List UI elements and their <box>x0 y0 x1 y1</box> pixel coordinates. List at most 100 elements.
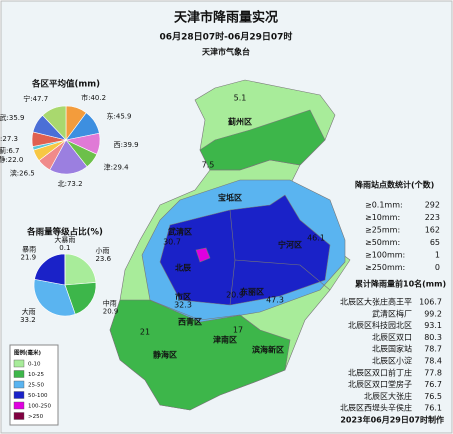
stats-value: 223 <box>425 213 440 222</box>
pie-value: 23.6 <box>95 255 111 263</box>
footer: 2023年06月29日07时制作 <box>340 415 444 425</box>
district-label: 宁河区 <box>278 240 302 250</box>
station-value: 17 <box>233 326 243 335</box>
pie-label: 津:29.4 <box>104 163 129 171</box>
pie-value: 33.2 <box>20 316 36 324</box>
pie-label: 大雨 <box>22 307 36 316</box>
top10-value: 80.3 <box>424 333 442 342</box>
title: 天津市降雨量实况 <box>174 10 278 26</box>
pie-label: 东:45.9 <box>107 111 132 120</box>
stats-value: 162 <box>425 226 440 235</box>
pie-value: 20.9 <box>103 307 119 315</box>
top10-name: 北辰区双口 <box>372 333 412 342</box>
top10-value: 93.1 <box>424 321 442 330</box>
legend-swatch <box>13 370 25 378</box>
pie-label: 武:35.9 <box>0 113 24 122</box>
stats-value: 292 <box>425 201 440 210</box>
pie-label: 宝:27.3 <box>0 134 18 143</box>
pie-value: 0.1 <box>59 244 70 252</box>
top10-name: 北辰区大张庄高王平 <box>340 297 412 307</box>
legend-swatch <box>13 412 25 420</box>
district-label: 静海区 <box>153 350 177 360</box>
district-label: 市区 <box>175 292 191 302</box>
pie-title: 各雨量等级占比(%) <box>26 227 103 238</box>
stats-title: 降雨站点数统计(个数) <box>355 180 434 190</box>
legend-label: 10-25 <box>28 372 44 378</box>
top10-value: 99.2 <box>424 309 442 318</box>
station-value: 30.7 <box>163 238 181 247</box>
map <box>109 79 351 411</box>
top10-value: 106.7 <box>419 298 442 307</box>
pie-label: 小雨 <box>95 246 109 255</box>
pie-label: 宁:47.7 <box>23 94 48 103</box>
pie-value: 21.9 <box>21 254 37 262</box>
stats-value: 65 <box>430 238 440 247</box>
top10-value: 76.7 <box>424 380 442 389</box>
district-label: 东丽区 <box>240 287 264 297</box>
top10-name: 北辰国家站 <box>372 344 412 354</box>
pie-label: 蓟:6.7 <box>0 146 19 155</box>
top10-value: 77.8 <box>424 368 442 377</box>
pie-slice <box>34 253 66 286</box>
station-value: 20.9 <box>226 291 244 300</box>
source: 天津市气象台 <box>202 47 250 57</box>
station-value: 5.1 <box>234 94 247 103</box>
pie-slice <box>42 105 67 141</box>
top10-name: 北辰区双口堂房子 <box>348 379 412 389</box>
top10-name: 北辰区西堤头辛侯庄 <box>340 403 412 413</box>
stats-label: ≥25mm: <box>365 226 400 235</box>
legend-swatch <box>13 359 25 368</box>
district-label: 武清区 <box>168 227 192 237</box>
top10-name: 北辰区双口前丁庄 <box>348 367 412 377</box>
legend-swatch <box>13 380 25 389</box>
stats-value: 0 <box>435 263 440 272</box>
station-value: 32.3 <box>174 301 192 310</box>
district-label: 蓟州区 <box>227 117 252 127</box>
legend-label: 25-50 <box>28 383 44 389</box>
stats-label: ≥100mm: <box>365 251 405 260</box>
pie-label: 市:40.2 <box>81 93 106 102</box>
legend-title: 图例(毫米) <box>14 349 42 357</box>
district-label: 滨海新区 <box>252 345 284 355</box>
pie-label: 静:22.0 <box>0 155 23 164</box>
pie-label: 滨:26.5 <box>10 168 35 177</box>
pie-label: 中雨 <box>103 298 117 307</box>
legend-swatch <box>13 401 25 410</box>
station-value: 7.5 <box>202 161 215 170</box>
subtitle: 06月28日07时-06月29日07时 <box>160 31 293 43</box>
legend-label: 0-10 <box>28 362 41 368</box>
legend-label: >250 <box>28 414 44 420</box>
district-label: 西青区 <box>178 317 202 327</box>
station-value: 46.1 <box>307 234 325 243</box>
legend-label: 100-250 <box>28 404 51 410</box>
top10-value: 78.4 <box>424 357 442 366</box>
stats-label: ≥250mm: <box>365 263 405 272</box>
stats-label: ≥0.1mm: <box>365 201 403 210</box>
top10-name: 北辰区小淀 <box>372 356 412 366</box>
pie-label: 西:39.9 <box>114 141 139 149</box>
pie-label: 北:73.2 <box>58 180 83 188</box>
top10-value: 78.7 <box>424 345 442 354</box>
pie-slice <box>64 253 97 286</box>
top10-name: 武清区梅厂 <box>372 308 412 318</box>
district-label: 津南区 <box>213 335 237 345</box>
stats-label: ≥50mm: <box>365 238 400 247</box>
pie-slice <box>33 278 76 317</box>
station-value: 47.3 <box>266 296 284 305</box>
top10-value: 76.1 <box>424 404 442 413</box>
station-value: 21 <box>140 328 150 337</box>
pie-slice <box>49 139 88 175</box>
top10-value: 76.5 <box>424 392 442 401</box>
district-label: 北辰 <box>175 263 191 273</box>
stats-label: ≥10mm: <box>365 213 400 222</box>
legend-label: 50-100 <box>28 393 48 399</box>
top10-title: 累计降雨量前10名(mm) <box>355 279 446 289</box>
legend-swatch <box>13 391 25 399</box>
pie-label: 大暴雨 <box>54 235 75 244</box>
top10-name: 北辰区大张庄 <box>364 391 412 401</box>
stats-value: 1 <box>435 251 440 260</box>
top10-name: 北辰区科技园北区 <box>348 320 412 330</box>
pie-label: 暴雨 <box>22 246 36 254</box>
pie-title: 各区平均值(mm) <box>31 79 100 90</box>
